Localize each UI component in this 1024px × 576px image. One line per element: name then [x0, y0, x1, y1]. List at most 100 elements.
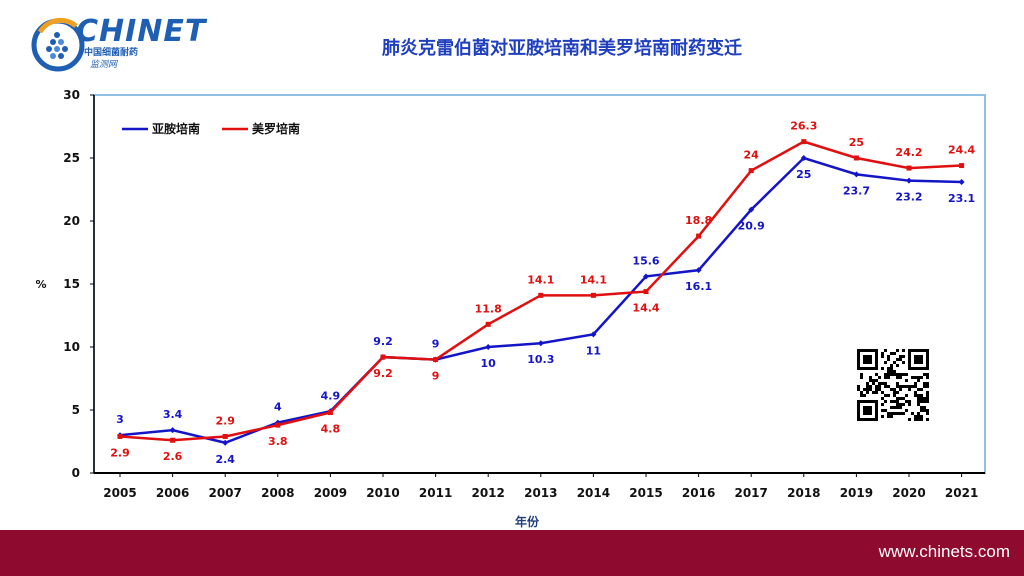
y-tick-label: 10 — [63, 340, 80, 354]
data-label: 4.8 — [321, 423, 341, 436]
x-tick-label: 2008 — [261, 486, 294, 500]
data-point — [222, 439, 229, 446]
data-label: 16.1 — [685, 280, 712, 293]
data-label: 4.9 — [321, 389, 341, 402]
data-label: 4 — [274, 401, 282, 414]
x-tick-label: 2014 — [577, 486, 610, 500]
legend-label: 美罗培南 — [252, 121, 300, 136]
y-axis-label: % — [35, 278, 46, 291]
data-point — [643, 289, 649, 295]
data-point — [170, 437, 176, 443]
data-label: 2.6 — [163, 450, 183, 463]
x-tick-label: 2007 — [208, 486, 241, 500]
x-tick-label: 2005 — [103, 486, 136, 500]
x-tick-label: 2009 — [314, 486, 347, 500]
data-point — [169, 427, 176, 434]
y-tick-label: 20 — [63, 214, 80, 228]
data-point — [643, 273, 649, 280]
data-point — [433, 357, 439, 363]
data-point — [538, 292, 544, 298]
x-tick-label: 2011 — [419, 486, 452, 500]
data-label: 3 — [116, 413, 124, 426]
data-label: 15.6 — [632, 254, 659, 267]
data-point — [696, 233, 702, 239]
data-point — [695, 267, 702, 274]
data-label: 11.8 — [475, 302, 502, 315]
data-point — [801, 139, 807, 145]
series-line-2 — [119, 140, 962, 442]
x-tick-label: 2013 — [524, 486, 557, 500]
data-point — [275, 422, 281, 428]
x-tick-label: 2016 — [682, 486, 715, 500]
data-label: 25 — [796, 168, 811, 181]
data-point — [959, 163, 965, 169]
x-axis-label: 年份 — [515, 514, 540, 529]
qr-code-icon — [857, 349, 929, 421]
data-point — [800, 155, 807, 161]
data-point — [590, 292, 596, 298]
data-label: 2.4 — [215, 453, 235, 466]
data-point — [748, 168, 754, 174]
data-point — [380, 354, 386, 360]
x-tick-label: 2018 — [787, 486, 820, 500]
y-tick-label: 15 — [63, 277, 80, 291]
logo-globe-icon — [31, 17, 85, 72]
data-label: 20.9 — [738, 220, 765, 233]
chinet-logo: CHINET 中国细菌耐药 监测网 — [28, 12, 205, 74]
x-tick-label: 2020 — [892, 486, 925, 500]
data-label: 14.4 — [632, 302, 659, 315]
x-tick-label: 2021 — [945, 486, 978, 500]
data-label: 18.8 — [685, 214, 712, 227]
data-label: 23.2 — [895, 191, 922, 204]
data-label: 23.7 — [843, 184, 870, 197]
x-tick-label: 2012 — [471, 486, 504, 500]
data-point — [222, 433, 228, 439]
data-label: 25 — [849, 136, 864, 149]
data-point — [853, 155, 859, 161]
data-label: 2.9 — [110, 446, 130, 459]
data-label: 2.9 — [215, 414, 235, 427]
footer-bar: www.chinets.com — [0, 530, 1024, 576]
series-line-1 — [119, 156, 962, 445]
data-label: 14.1 — [527, 273, 554, 286]
data-label: 9.2 — [373, 367, 393, 380]
data-label: 10 — [481, 357, 497, 370]
x-tick-label: 2006 — [156, 486, 189, 500]
data-label: 9 — [432, 338, 440, 351]
data-label: 24.2 — [895, 146, 922, 159]
data-label: 11 — [586, 344, 601, 357]
data-point — [537, 340, 544, 347]
y-tick-label: 30 — [63, 88, 80, 102]
data-label: 9 — [432, 370, 440, 383]
y-tick-label: 5 — [72, 403, 80, 417]
logo-word: CHINET — [76, 14, 207, 49]
data-label: 3.4 — [163, 408, 183, 421]
data-point — [906, 165, 912, 171]
data-point — [485, 321, 491, 327]
data-point — [853, 171, 860, 178]
x-tick-label: 2010 — [366, 486, 399, 500]
data-label: 26.3 — [790, 120, 817, 133]
data-label: 24 — [744, 149, 760, 162]
data-label: 10.3 — [527, 353, 554, 366]
data-point — [327, 410, 333, 416]
data-point — [590, 331, 597, 338]
logo-subtitle: 中国细菌耐药 — [84, 48, 139, 58]
y-tick-label: 0 — [72, 466, 80, 480]
data-point — [117, 433, 123, 439]
footer-url[interactable]: www.chinets.com — [878, 542, 1010, 561]
x-tick-label: 2017 — [734, 486, 767, 500]
x-tick-label: 2015 — [629, 486, 662, 500]
data-label: 3.8 — [268, 435, 288, 448]
logo-subtitle-2: 监测网 — [90, 60, 118, 70]
x-tick-label: 2019 — [840, 486, 873, 500]
y-tick-label: 25 — [63, 151, 80, 165]
data-label: 24.4 — [948, 144, 975, 157]
data-label: 9.2 — [373, 335, 393, 348]
data-point — [485, 344, 492, 350]
data-point — [958, 178, 965, 185]
data-label: 23.1 — [948, 192, 975, 205]
data-point — [906, 177, 912, 184]
legend-label: 亚胺培南 — [152, 121, 200, 136]
